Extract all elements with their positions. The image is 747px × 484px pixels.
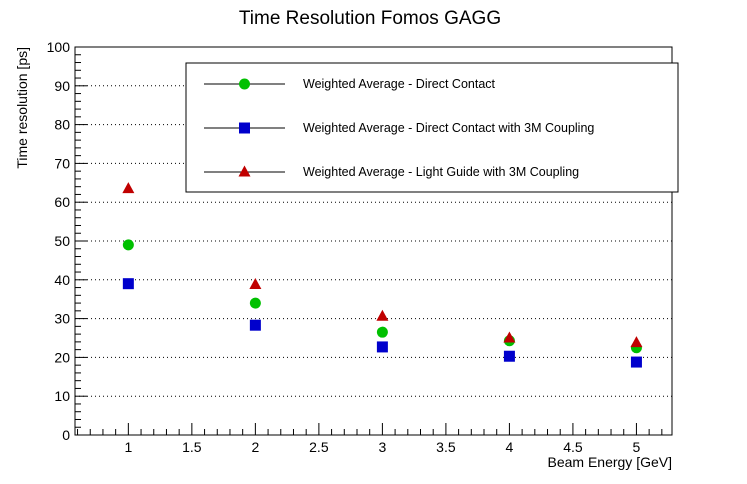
y-tick-label: 0 [62, 427, 70, 443]
x-tick-labels: 1 1.5 2 2.5 3 3.5 4 4.5 5 [124, 439, 640, 455]
data-point-triangle [630, 336, 643, 348]
legend-label: Weighted Average - Direct Contact [303, 77, 496, 91]
data-point-circle [122, 239, 134, 251]
x-tick-label: 1.5 [182, 439, 202, 455]
legend: Weighted Average - Direct Contact Weighte… [185, 62, 679, 193]
y-tick-labels: 0 10 20 30 40 50 60 70 80 90 100 [47, 39, 71, 443]
y-tick-label: 40 [54, 272, 70, 288]
data-point-square [249, 319, 261, 331]
y-tick-label: 80 [54, 117, 70, 133]
data-points [122, 182, 643, 368]
y-tick-label: 60 [54, 194, 70, 210]
y-tick-label: 100 [47, 39, 71, 55]
y-tick-label: 70 [54, 155, 70, 171]
data-point-circle [249, 297, 261, 309]
legend-label: Weighted Average - Direct Contact with 3… [303, 121, 594, 135]
data-point-square [122, 278, 134, 290]
y-tick-label: 10 [54, 388, 70, 404]
legend-marker-triangle [238, 165, 251, 177]
data-point-triangle [249, 277, 262, 289]
axis-ticks [75, 46, 663, 436]
x-tick-label: 2 [251, 439, 259, 455]
legend-marker-circle [239, 78, 250, 90]
legend-label: Weighted Average - Light Guide with 3M C… [303, 165, 579, 179]
x-tick-label: 3.5 [436, 439, 456, 455]
data-point-triangle [503, 331, 516, 343]
x-tick-label: 4 [506, 439, 514, 455]
x-tick-label: 2.5 [309, 439, 329, 455]
y-tick-label: 20 [54, 349, 70, 365]
data-point-square [376, 341, 388, 353]
x-tick-label: 4.5 [563, 439, 583, 455]
x-tick-label: 3 [378, 439, 386, 455]
legend-marker-square [239, 122, 250, 134]
data-point-square [630, 356, 642, 368]
x-axis-label: Beam Energy [GeV] [547, 454, 672, 470]
data-point-square [503, 350, 515, 362]
y-tick-label: 30 [54, 311, 70, 327]
y-tick-label: 50 [54, 233, 70, 249]
x-tick-label: 1 [124, 439, 132, 455]
chart-title: Time Resolution Fomos GAGG [239, 8, 501, 29]
y-axis-label: Time resolution [ps] [14, 47, 30, 169]
data-point-triangle [376, 309, 389, 321]
data-point-triangle [122, 182, 135, 194]
x-tick-label: 5 [633, 439, 641, 455]
y-tick-label: 90 [54, 78, 70, 94]
data-point-circle [376, 326, 388, 338]
